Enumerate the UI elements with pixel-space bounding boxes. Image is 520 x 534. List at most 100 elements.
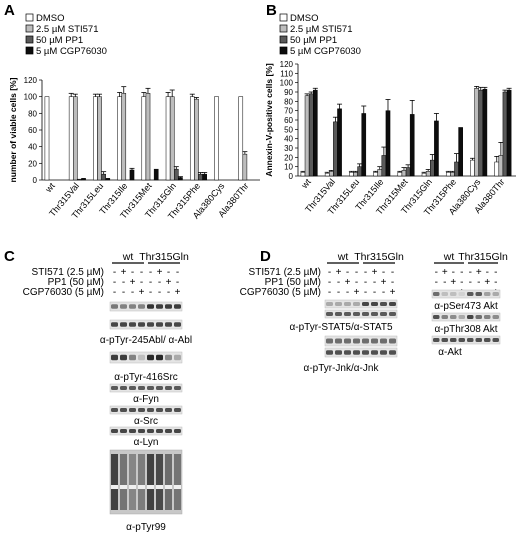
treatment-sign: + [166, 277, 172, 288]
akt308-band [441, 315, 448, 319]
fyn-band [138, 386, 145, 390]
jnk-total-band [335, 350, 342, 355]
lyn-band [138, 429, 145, 433]
akt308-band [484, 315, 491, 319]
stat5-phospho-band [353, 302, 360, 306]
y-tick-label: 70 [284, 107, 293, 116]
treatment-sign: - [167, 267, 170, 278]
ptyr99-gap [156, 485, 163, 489]
bar [470, 159, 475, 177]
bar [308, 93, 314, 177]
legend-label: DMSO [290, 13, 319, 24]
bar [357, 166, 362, 177]
stat5-total-band [371, 312, 378, 316]
bar [506, 89, 512, 177]
lyn-band [111, 429, 118, 433]
treatment-sign: - [364, 267, 367, 278]
jnk-phospho-band [353, 338, 360, 344]
y-tick-label: 100 [24, 93, 38, 102]
blot-label: α-pTyr-STAT5/α-STAT5 [289, 322, 392, 333]
legend-swatch [279, 24, 288, 33]
akt-total-band [441, 338, 448, 342]
ptyr99-lane [174, 454, 181, 510]
abl-phospho-band [120, 304, 127, 309]
legend-label: 5 µM CGP76030 [36, 46, 107, 57]
abl-total-band [147, 322, 154, 327]
treatment-sign: - [113, 287, 116, 298]
akt473-band [433, 292, 440, 296]
treatment-sign: - [122, 287, 125, 298]
treatment-sign: - [382, 287, 385, 298]
ptyr99-lane [111, 454, 118, 510]
treatment-sign: - [460, 267, 463, 278]
stat5-total-band [335, 312, 342, 316]
jnk-phospho-band [326, 338, 333, 344]
treatment-sign: - [477, 277, 480, 288]
ptyr99-gap [138, 485, 145, 489]
src-band [120, 408, 127, 412]
bar [337, 108, 342, 177]
x-tick-label: wt [299, 176, 313, 190]
jnk-phospho-band [389, 338, 396, 344]
bar [425, 171, 431, 177]
treatment-sign: + [476, 267, 482, 278]
treatment-sign: - [494, 267, 497, 278]
akt-total-band [450, 338, 457, 342]
y-tick-label: 100 [280, 79, 294, 88]
treatment-sign: + [442, 267, 448, 278]
akt473-band [458, 292, 465, 296]
stat5-total-membrane [324, 309, 398, 319]
ptyr99-gap [174, 485, 181, 489]
abl-total-membrane [109, 319, 183, 330]
treatment-sign: - [158, 277, 161, 288]
y-tick-label: 110 [280, 69, 293, 78]
treatment-sign: - [328, 267, 331, 278]
jnk-total-band [326, 350, 333, 355]
treatment-sign: - [149, 267, 152, 278]
treatment-label: PP1 (50 µM) [48, 277, 104, 288]
bar [377, 169, 383, 177]
bar [141, 96, 147, 181]
akt473-band [492, 292, 499, 296]
src416-band [120, 354, 127, 361]
treatment-sign: - [452, 267, 455, 278]
abl-phospho-band [138, 304, 145, 309]
abl-total-band [120, 322, 127, 327]
fyn-band [156, 386, 163, 390]
treatment-sign: - [355, 267, 358, 278]
legend-swatch [25, 35, 34, 44]
abl-phospho-membrane [109, 301, 183, 312]
bar [304, 95, 310, 177]
akt308-band [433, 315, 440, 319]
src416-membrane [109, 351, 183, 364]
bar [454, 161, 459, 177]
bar [68, 96, 74, 181]
treatment-sign: - [140, 277, 143, 288]
treatment-sign: + [390, 287, 396, 298]
bar [409, 114, 415, 177]
legend-swatch [25, 24, 34, 33]
jnk-phospho-band [380, 338, 387, 344]
src416-band [165, 354, 172, 361]
blot-label: α-Lyn [134, 437, 159, 448]
treatment-label: STI571 (2.5 µM) [249, 267, 321, 278]
treatment-sign: - [460, 277, 463, 288]
treatment-sign: - [149, 277, 152, 288]
legend-swatch [25, 46, 34, 55]
stat5-phospho-band [371, 302, 378, 306]
ptyr99-lane [156, 454, 163, 510]
treatment-sign: - [494, 277, 497, 288]
y-tick-label: 40 [284, 135, 293, 144]
legend-label: 5 µM CGP76030 [290, 46, 361, 57]
panel-label-a: A [4, 2, 15, 19]
treatment-sign: - [131, 287, 134, 298]
jnk-phospho-band [371, 338, 378, 344]
treatment-sign: + [450, 277, 456, 288]
lyn-band [129, 429, 136, 433]
bar [81, 178, 86, 181]
bar [434, 120, 439, 177]
stat5-phospho-membrane [324, 299, 398, 309]
bar [189, 96, 195, 181]
bar [145, 93, 151, 181]
